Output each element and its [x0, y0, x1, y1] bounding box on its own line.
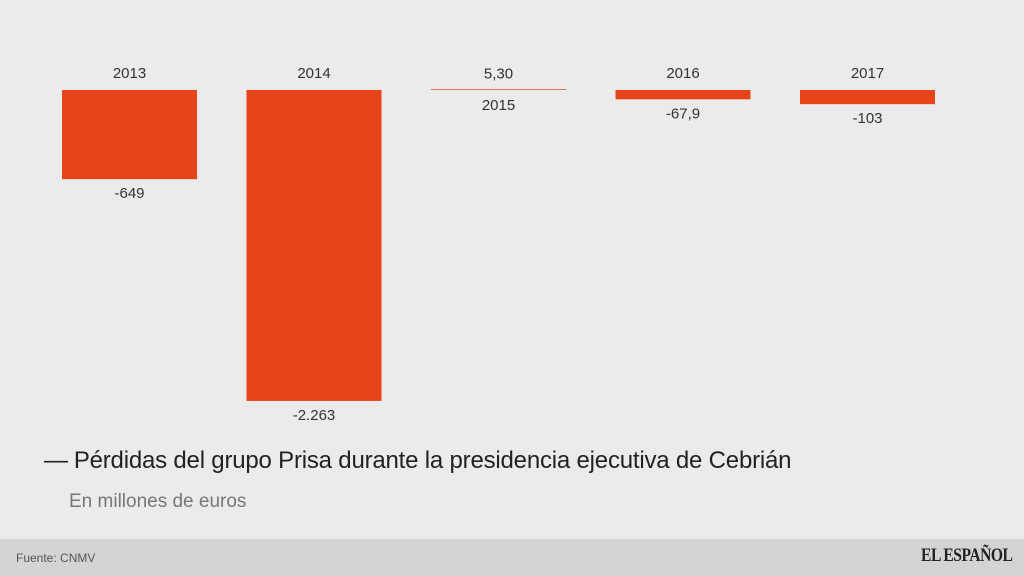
value-label-2015: 5,30 [484, 65, 513, 82]
brand-logo: EL ESPAÑOL [920, 545, 1013, 566]
bar-2015 [431, 89, 566, 90]
title-dash-icon: — [44, 447, 68, 474]
value-label-2013: -649 [114, 185, 144, 202]
value-label-2017: -103 [852, 110, 882, 127]
bar-2013 [62, 90, 197, 180]
bar-chart: 2013 -649 2014 -2.263 5,30 2015 2016 -67,9 2017 -… [62, 65, 935, 424]
category-label-2016: 2016 [666, 65, 699, 82]
chart-title: Pérdidas del grupo Prisa durante la pres… [73, 447, 792, 474]
category-label-2014: 2014 [297, 65, 330, 82]
bar-2017 [800, 90, 935, 105]
source-note: Fuente: CNMV [16, 551, 96, 565]
category-label-2017: 2017 [851, 65, 884, 82]
footer-bar: Fuente: CNMV EL ESPAÑOL [0, 539, 1024, 576]
bar-2014 [246, 90, 382, 401]
value-label-2014: -2.263 [293, 407, 336, 424]
category-label-2015: 2015 [482, 97, 515, 114]
category-label-2013: 2013 [113, 65, 146, 82]
chart-title-row: — Pérdidas del grupo Prisa durante la pre… [44, 447, 792, 475]
bar-2016 [615, 90, 751, 100]
value-label-2016: -67,9 [666, 105, 700, 122]
chart-subtitle: En millones de euros [69, 491, 247, 512]
